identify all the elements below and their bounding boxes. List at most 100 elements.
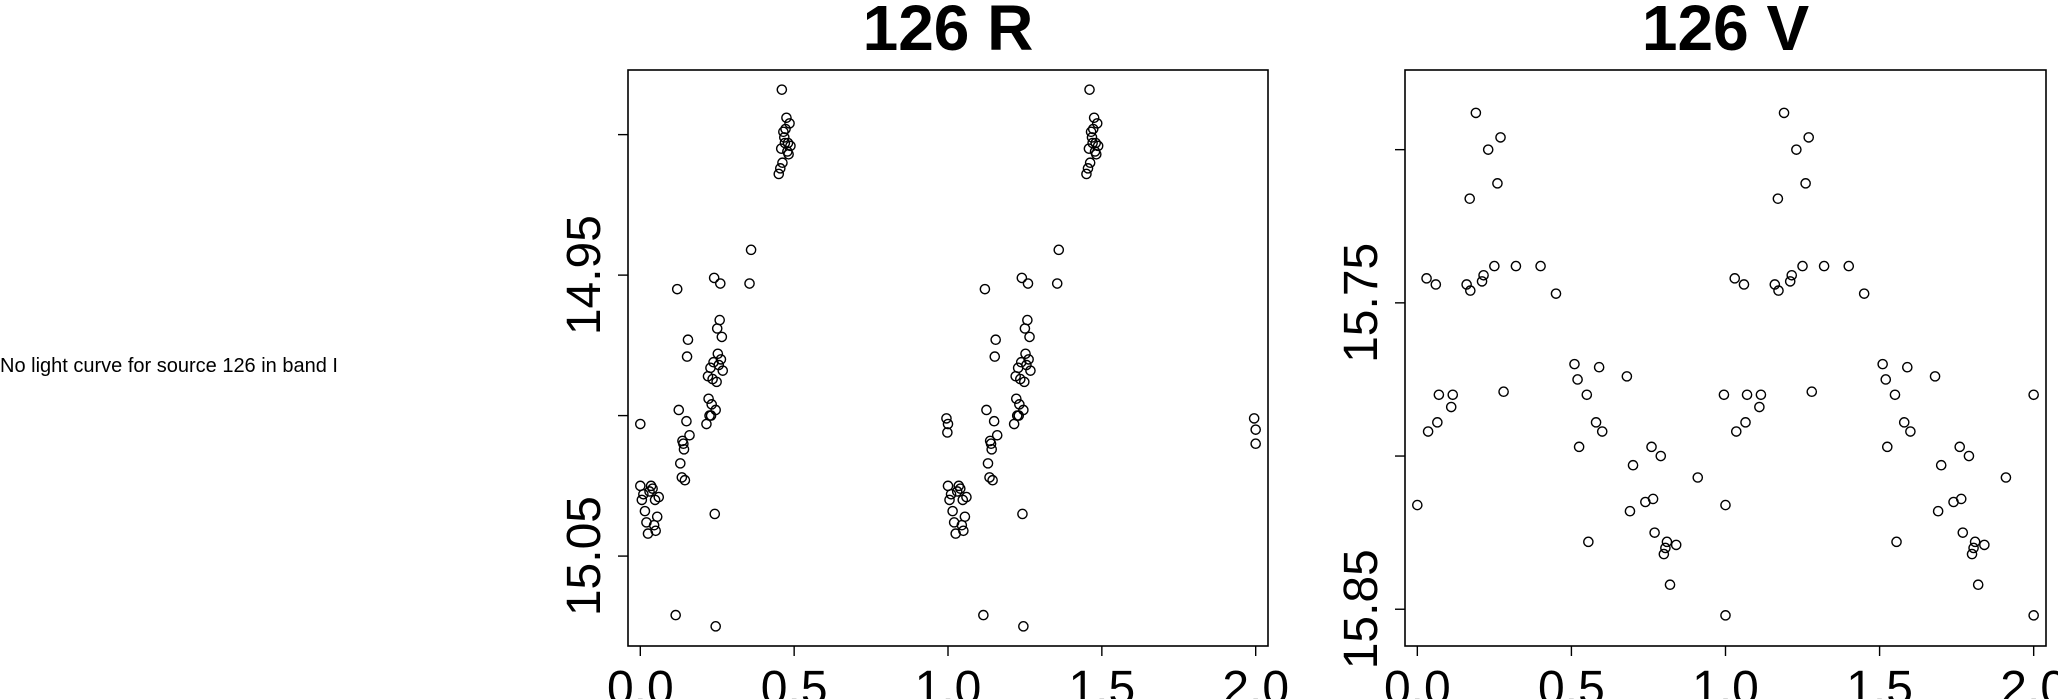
panel-1-data-point — [681, 351, 693, 362]
panel-2-data-point — [1720, 499, 1731, 511]
panel-2-data-point — [1461, 279, 1472, 290]
panel-1-data-point — [1250, 424, 1261, 435]
panel-2-data-point — [1664, 579, 1676, 591]
panel-1-data-point — [1083, 143, 1095, 154]
panel-2-data-point — [1932, 505, 1944, 517]
panel-2-data-point — [1646, 441, 1657, 453]
panel-2-data-point — [1464, 193, 1476, 204]
panel-1-data-point — [961, 491, 972, 503]
panel-1-data-point — [1018, 404, 1029, 416]
panel-2-data-point — [1655, 450, 1667, 462]
panel-2-data-point — [1740, 417, 1751, 428]
panel-1-data-point — [682, 334, 694, 346]
panel-2-data-point — [1786, 269, 1798, 281]
panel-2-data-point — [1489, 260, 1500, 272]
panel-2-data-point — [1660, 542, 1671, 554]
panel-1-data-point — [1011, 393, 1022, 405]
panel-1-data-point — [776, 84, 788, 95]
panel-2-data-point — [1621, 371, 1633, 382]
panel-1-data-point — [1015, 356, 1027, 368]
panel-1-data-point — [1084, 84, 1095, 95]
panel-2-data-point — [1627, 459, 1639, 471]
panel-2-data-point — [1803, 132, 1815, 143]
panel-2-data-point — [1935, 459, 1947, 471]
panel-1-data-point — [647, 483, 658, 494]
panel-2-data-point — [1550, 288, 1562, 299]
panel-2-data-point — [1784, 276, 1796, 287]
panel-1-data-point — [745, 244, 757, 256]
panel-1-data-point — [1025, 365, 1036, 376]
panel-1-data-point — [1090, 137, 1101, 149]
panel-1-data-point — [709, 508, 721, 520]
panel-2-data-point — [1969, 536, 1981, 548]
panel-1-data-point — [775, 163, 786, 174]
panel-2-x-tick-label: 0.0 — [1384, 662, 1451, 699]
panel-1-data-point — [1023, 354, 1034, 365]
panel-2-data-point — [1720, 610, 1731, 621]
panel-1-data-point — [959, 511, 971, 523]
panel-2-data-point — [1741, 389, 1753, 401]
panel-2-data-point — [1465, 285, 1476, 296]
panel-1-data-point — [1017, 508, 1028, 520]
panel-2-data-point — [1647, 493, 1659, 505]
panel-1-data-point — [1019, 376, 1030, 388]
panel-1-x-tick-label: 2.0 — [1222, 662, 1289, 699]
panel-2-data-point — [1818, 260, 1830, 272]
panel-2-data-point — [2028, 610, 2039, 621]
panel-2-data-point — [1898, 417, 1910, 428]
panel-1-data-point — [951, 486, 963, 497]
panel-1-data-point — [684, 429, 695, 441]
panel-1-data-point — [636, 494, 648, 506]
panel-1-data-point — [650, 525, 661, 537]
panel-1-data-point — [1053, 244, 1065, 256]
panel-2-data-point — [1445, 401, 1457, 413]
panel-1-data-point — [978, 609, 989, 621]
panel-1-chart-title: 126 R — [863, 0, 1034, 64]
panel-1-data-point — [1081, 168, 1092, 180]
panel-2-x-tick-label: 2.0 — [2000, 662, 2058, 699]
panel-1-data-point — [987, 474, 998, 486]
panel-2-data-point — [1843, 260, 1855, 272]
panel-1-data-point — [775, 143, 787, 154]
panel-2-data-point — [1478, 269, 1489, 281]
panel-1-x-tick-label: 0.0 — [607, 662, 674, 699]
panel-1-x-tick-label: 1.0 — [915, 662, 982, 699]
panel-1-data-point — [782, 137, 794, 149]
panel-1-data-point — [784, 118, 795, 129]
panel-2-data-point — [1492, 178, 1503, 189]
panel-2-data-point — [1593, 361, 1605, 373]
panel-2-data-point — [1658, 548, 1670, 560]
panel-1-data-point — [979, 283, 991, 295]
panel-1-data-point — [1091, 118, 1103, 129]
panel-2-data-point — [1889, 389, 1901, 401]
panel-1-data-point — [671, 283, 683, 295]
panel-2-data-point — [1572, 374, 1583, 385]
panel-2-data-point — [1891, 536, 1902, 548]
panel-2-data-point — [1422, 426, 1434, 437]
panel-2-data-point — [1470, 107, 1482, 119]
panel-1-data-point — [679, 474, 691, 486]
panel-1-data-point — [944, 494, 955, 506]
no-light-curve-message: No light curve for source 126 in band I — [0, 355, 338, 377]
panel-1-data-point — [644, 486, 655, 497]
panel-1-data-point — [777, 157, 788, 169]
panel-1-data-point — [678, 444, 690, 455]
panel-2-data-point — [1954, 441, 1966, 453]
panel-1-data-point — [715, 354, 727, 365]
panel-2-data-point — [1754, 401, 1765, 413]
panel-2-data-point — [1880, 374, 1892, 385]
panel-1-data-point — [639, 505, 651, 517]
panel-1-data-point — [716, 331, 728, 343]
panel-1-data-point — [711, 376, 722, 388]
panel-1-data-point — [710, 404, 721, 416]
panel-1-data-point — [681, 415, 692, 427]
panel-1-data-point — [1088, 112, 1100, 124]
panel-2-data-point — [1692, 472, 1704, 483]
panel-2-data-point — [1482, 144, 1494, 155]
panel-2-data-point — [1905, 426, 1916, 437]
panel-1-data-point — [1020, 348, 1031, 360]
panel-2-data-point — [2028, 389, 2039, 401]
panel-1-data-point — [1085, 126, 1097, 138]
panel-1-data-point — [1024, 331, 1035, 343]
